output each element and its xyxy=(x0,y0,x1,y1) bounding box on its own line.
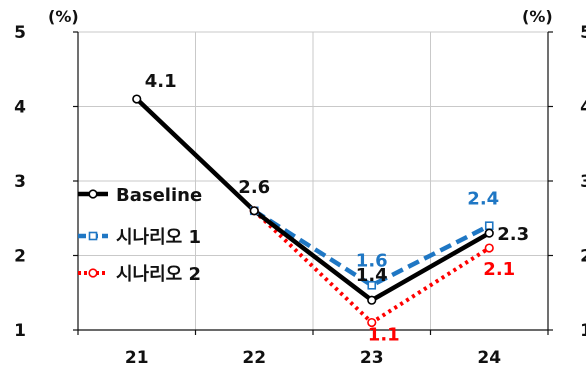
y-unit-label-left: (%) xyxy=(48,7,79,26)
legend-marker xyxy=(88,268,98,278)
x-tick-label: 22 xyxy=(242,348,266,368)
data-point-marker xyxy=(484,221,494,230)
data-point-marker xyxy=(484,228,494,238)
data-labels: 4.1 2.6 1.4 2.3 1.6 2.4 1.1 2.1 xyxy=(145,71,529,346)
data-point-marker xyxy=(484,243,494,253)
legend-marker xyxy=(88,189,98,199)
x-tick-label: 21 xyxy=(125,348,149,368)
y-tick-label-right: 4 xyxy=(580,98,586,118)
grid-lines xyxy=(78,31,548,330)
y-tick-label-left: 3 xyxy=(14,172,26,192)
y-tick-label-right: 5 xyxy=(580,23,586,43)
y-tick-label-left: 5 xyxy=(14,23,26,43)
data-point-marker xyxy=(249,206,259,216)
y-tick-label-left: 1 xyxy=(14,321,26,341)
data-label: 4.1 xyxy=(145,71,177,92)
y-tick-label-right: 3 xyxy=(580,172,586,192)
y-tick-label-right: 1 xyxy=(580,321,586,341)
x-tick-label: 24 xyxy=(477,348,501,368)
data-label: 1.4 xyxy=(356,265,388,286)
data-label: 2.1 xyxy=(483,259,515,280)
y-unit-label-right: (%) xyxy=(522,7,553,26)
series-line xyxy=(253,208,491,288)
y-tick-label-left: 2 xyxy=(14,247,26,267)
data-point-marker xyxy=(132,94,142,104)
tick-labels: 112233445521222324(%)(%) xyxy=(14,7,586,368)
legend: Baseline 시나리오 1 시나리오 2 xyxy=(78,185,202,285)
data-point-marker xyxy=(367,317,377,328)
data-point-marker xyxy=(367,295,377,305)
legend-label: Baseline xyxy=(116,185,202,206)
legend-label: 시나리오 1 xyxy=(116,227,201,248)
series-line xyxy=(134,96,492,303)
data-point-marker xyxy=(367,280,377,290)
data-label: 2.4 xyxy=(467,189,499,210)
axes xyxy=(73,31,553,335)
data-label: 1.1 xyxy=(368,325,400,346)
y-tick-label-right: 2 xyxy=(580,247,586,267)
data-label: 2.6 xyxy=(238,177,270,198)
x-tick-label: 23 xyxy=(360,348,384,368)
series-lines xyxy=(132,94,494,328)
data-label: 2.3 xyxy=(497,224,529,245)
legend-label: 시나리오 2 xyxy=(116,264,201,285)
legend-marker xyxy=(88,231,98,241)
y-tick-label-left: 4 xyxy=(14,98,26,118)
data-label: 1.6 xyxy=(356,250,388,271)
